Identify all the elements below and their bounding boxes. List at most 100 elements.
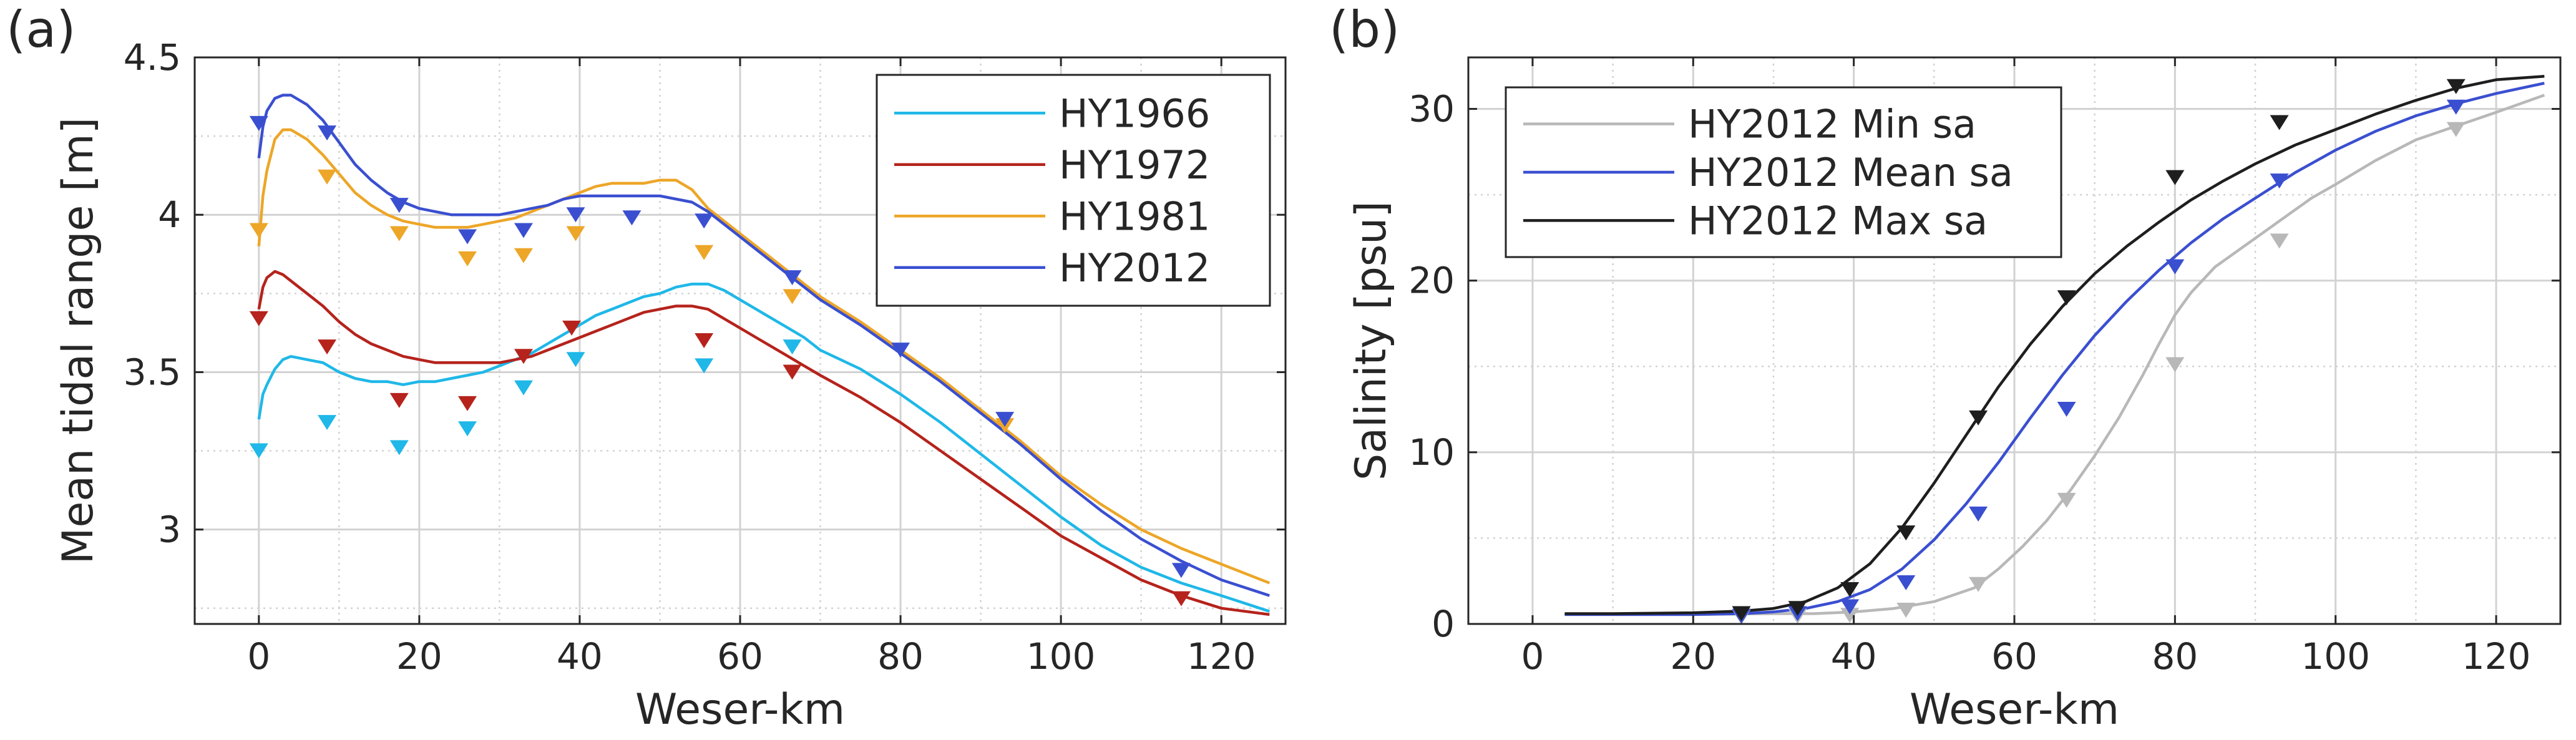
- data-marker-hy1981: [389, 226, 409, 241]
- data-marker-hy2012: [995, 412, 1015, 427]
- y-tick-label: 30: [1408, 88, 1455, 130]
- data-marker-hy2012-max-sa: [1896, 525, 1916, 541]
- data-marker-hy2012-min-sa: [2270, 233, 2289, 249]
- y-tick-label: 10: [1408, 431, 1455, 474]
- x-tick-label: 60: [717, 635, 763, 678]
- y-axis-label: Salinity [psu]: [1347, 201, 1396, 480]
- chart-panel-b: 0 20 40 60 80 100 120 0 10 20 30 Weser-km Salinity […: [1329, 1, 2562, 734]
- data-marker-hy1966: [318, 415, 337, 431]
- x-tick-label: 80: [877, 635, 924, 678]
- data-marker-hy2012-min-sa: [1840, 608, 1860, 623]
- data-marker-hy2012-min-sa: [1969, 577, 1988, 592]
- series-line-hy2012-mean-sa: [1564, 82, 2545, 616]
- data-marker-hy1966: [695, 358, 714, 374]
- data-marker-hy1981: [695, 245, 714, 260]
- data-marker-hy2012-mean-sa: [2270, 173, 2289, 189]
- legend-entry: HY2012 Min sa: [1688, 102, 1976, 147]
- x-tick-label: 40: [557, 635, 603, 678]
- plot-area: [249, 94, 1271, 616]
- data-marker-hy1966: [458, 421, 477, 437]
- data-marker-hy2012: [695, 213, 714, 229]
- data-marker-hy2012: [783, 270, 802, 286]
- data-marker-hy2012-max-sa: [1732, 606, 1751, 621]
- data-marker-hy2012-min-sa: [2165, 357, 2185, 372]
- data-marker-hy2012-mean-sa: [1840, 599, 1860, 615]
- data-marker-hy2012-mean-sa: [2165, 259, 2185, 275]
- y-tick-label: 0: [1432, 603, 1455, 645]
- data-marker-hy2012-max-sa: [2270, 115, 2289, 130]
- x-tick-label: 20: [1670, 635, 1716, 678]
- legend-entry: HY1981: [1059, 193, 1210, 239]
- data-marker-hy2012: [566, 207, 585, 223]
- x-tick-label: 20: [396, 635, 442, 678]
- y-tick-label: 3: [158, 509, 181, 551]
- data-marker-hy1966: [514, 380, 533, 396]
- y-tick-label: 4.5: [124, 36, 181, 79]
- data-marker-hy2012: [622, 210, 642, 226]
- y-tick-label: 4: [158, 193, 181, 236]
- data-marker-hy1972: [783, 364, 802, 380]
- data-marker-hy2012-max-sa: [1788, 601, 1807, 616]
- series-line-hy1966: [257, 282, 1270, 613]
- data-marker-hy1981: [249, 223, 268, 238]
- x-axis-label: Weser-km: [635, 685, 845, 734]
- legend-entry: HY2012: [1059, 245, 1210, 291]
- data-marker-hy2012-max-sa: [2446, 79, 2466, 94]
- data-marker-hy1972: [1171, 591, 1191, 606]
- x-axis-label: Weser-km: [1910, 685, 2119, 734]
- legend: HY1966 HY1972 HY1981 HY2012: [876, 74, 1271, 307]
- x-tick-label: 100: [1027, 635, 1096, 678]
- data-marker-hy1966: [783, 339, 802, 355]
- chart-panel-a: 0 20 40 60 80 100 120 3 3.5 4 4.5 Weser-km Mean tida…: [6, 1, 1287, 734]
- series-line-hy1972: [257, 270, 1270, 616]
- data-marker-hy2012: [1171, 563, 1191, 578]
- x-tick-label: 120: [2462, 635, 2531, 678]
- data-marker-hy2012-min-sa: [1896, 602, 1916, 618]
- x-tick-label: 0: [247, 635, 270, 678]
- data-marker-hy2012-mean-sa: [1969, 506, 1988, 522]
- data-marker-hy2012-max-sa: [1840, 582, 1860, 597]
- data-marker-hy1972: [389, 392, 409, 408]
- data-marker-hy2012-min-sa: [2446, 122, 2466, 137]
- data-marker-hy1972: [514, 349, 533, 364]
- y-tick-label: 20: [1408, 260, 1455, 302]
- data-marker-hy1981: [514, 248, 533, 263]
- x-tick-label: 0: [1521, 635, 1544, 678]
- data-marker-hy1972: [695, 333, 714, 348]
- data-marker-hy2012: [891, 343, 910, 358]
- series-line-hy1981: [257, 128, 1271, 585]
- y-axis-label: Mean tidal range [m]: [54, 117, 103, 564]
- data-marker-hy2012-mean-sa: [2057, 402, 2076, 417]
- panel-label: (b): [1329, 1, 1400, 59]
- data-marker-hy1966: [566, 352, 585, 368]
- legend-entry: HY1966: [1059, 90, 1210, 136]
- panel-label: (a): [6, 1, 76, 59]
- data-marker-hy2012-max-sa: [1969, 410, 1988, 426]
- data-marker-hy1966: [389, 440, 409, 455]
- data-marker-hy2012-max-sa: [2165, 170, 2185, 185]
- data-marker-hy1981: [566, 226, 585, 241]
- legend-entry: HY2012 Mean sa: [1688, 150, 2013, 195]
- plot-area: [1564, 75, 2545, 624]
- data-marker-hy1981: [318, 169, 337, 185]
- series-line-hy2012: [257, 94, 1270, 597]
- data-marker-hy1966: [249, 443, 268, 459]
- data-marker-hy2012-max-sa: [2057, 290, 2076, 306]
- data-marker-hy1972: [249, 311, 268, 326]
- data-marker-hy1972: [318, 339, 337, 355]
- data-marker-hy2012-mean-sa: [1896, 575, 1916, 590]
- series-line-hy2012-max-sa: [1564, 75, 2545, 615]
- x-tick-label: 120: [1187, 635, 1256, 678]
- data-marker-hy2012: [389, 198, 409, 213]
- legend-entry: HY2012 Max sa: [1688, 198, 1988, 243]
- x-tick-label: 40: [1831, 635, 1877, 678]
- x-tick-label: 60: [1991, 635, 2037, 678]
- data-marker-hy2012: [318, 125, 337, 141]
- legend-entry: HY1972: [1059, 142, 1210, 188]
- data-marker-hy2012: [458, 229, 477, 245]
- data-marker-hy1972: [458, 396, 477, 411]
- data-marker-hy2012-mean-sa: [2446, 99, 2466, 115]
- data-marker-hy2012: [249, 115, 268, 131]
